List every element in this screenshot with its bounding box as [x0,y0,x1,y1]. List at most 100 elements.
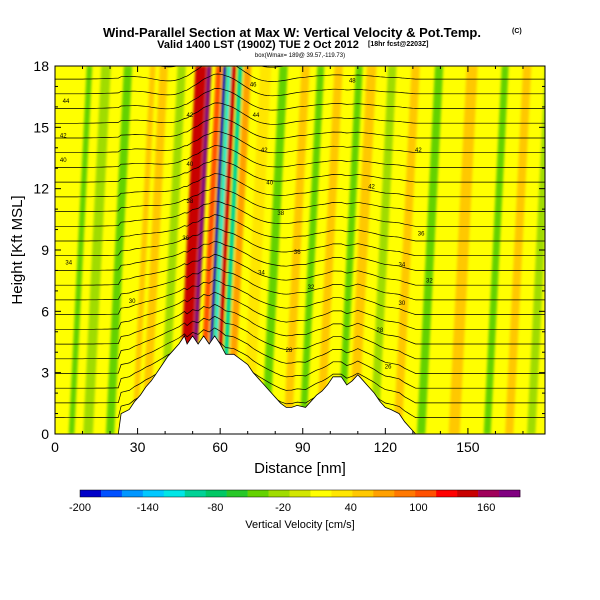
w-band [261,66,288,434]
y-tick-label: 12 [33,181,49,197]
colorbar-swatch [121,490,144,497]
info-line: box(Wmax= 189@ 39.57,-119.73) [255,53,345,59]
y-tick-label: 15 [33,119,49,135]
terrain-layer [55,335,545,434]
colorbar-swatch [163,490,186,497]
contour-label: 46 [250,82,257,88]
w-band [105,66,133,434]
x-tick-label: 30 [130,439,146,455]
colorbar-swatch [415,490,437,497]
colorbar-swatch [331,490,353,497]
contour-label: 30 [399,301,406,307]
contour-label: 42 [261,148,268,154]
x-tick-label: 60 [212,439,228,455]
contour-label: 42 [415,148,422,154]
colorbar-swatch [352,490,374,497]
theta-contour [55,159,545,183]
x-tick-label: 90 [295,439,311,455]
theta-contour [55,116,545,139]
x-axis: 0 30 60 90 120 150 [51,66,524,455]
w-field-bands [68,66,545,434]
x-tick-label: 0 [51,439,59,455]
contour-label: 44 [253,113,260,119]
w-band [348,66,377,434]
colorbar-tick-label: -20 [275,502,291,514]
colorbar-tick-label: 100 [409,502,427,514]
w-band [141,66,168,434]
theta-contour [55,291,545,330]
w-band [483,66,509,434]
theta-contour [55,253,545,286]
theta-contour [55,88,545,111]
contour-label: 38 [187,199,194,205]
colorbar-swatch [100,490,123,497]
contour-label: 32 [426,279,433,285]
w-band [83,66,111,434]
theta-contour [55,66,545,82]
theta-contour [55,131,545,154]
theta-contour [55,315,545,360]
w-band [68,66,93,434]
contour-label: 36 [418,232,425,238]
contour-label: 32 [308,285,315,291]
w-band [527,68,545,434]
contour-label: 26 [385,365,392,371]
theta-contour [55,240,545,271]
w-band [337,66,363,434]
colorbar-swatch [436,490,458,497]
theta-contour [55,266,545,301]
contour-label: 40 [60,158,67,164]
contour-label: 40 [266,181,273,187]
x-tick-label: 150 [456,439,480,455]
contour-label: 48 [349,78,356,84]
colorbar-tick-label: -140 [137,502,159,514]
subtitle-note: [18hr fcst@2203Z] [368,41,429,48]
w-band [448,66,478,434]
contour-label: 34 [258,271,265,277]
w-band [132,66,156,434]
contour-label: 42 [60,134,67,140]
plot-area: 44 42 40 34 30 42 40 36 38 46 44 42 40 38 36 34 32 48 42 42… [55,66,545,434]
colorbar-swatch [373,490,395,497]
colorbar-ticks: -200 -140 -80 -20 40 100 160 [69,502,495,514]
colorbar-swatch [205,490,227,497]
y-axis-label: Height [Kft MSL] [9,195,26,304]
y-tick-label: 18 [33,58,49,74]
y-tick-label: 6 [41,303,49,319]
contour-label: 40 [187,162,194,168]
title-mark: (C) [512,28,522,35]
theta-contour [55,214,545,242]
colorbar-label: Vertical Velocity [cm/s] [245,519,354,531]
y-tick-label: 9 [41,242,49,258]
colorbar-swatch [310,490,332,497]
contour-label: 44 [63,99,70,105]
theta-contour [55,187,545,212]
colorbar-swatch [142,490,165,497]
contour-label: 36 [294,250,301,256]
theta-contour [55,338,545,389]
y-tick-label: 0 [41,426,49,442]
colorbar-swatch [289,490,311,497]
x-tick-label: 120 [374,439,398,455]
colorbar-swatch [478,490,500,497]
w-band [159,66,186,434]
w-band [505,66,532,434]
theta-contour [55,102,545,125]
theta-contour [55,145,545,168]
colorbar-swatch [80,490,102,497]
theta-contour [55,327,545,374]
colorbar-swatch [268,490,290,497]
y-tick-label: 3 [41,365,49,381]
w-band [219,66,243,434]
colorbar-swatch [184,490,207,497]
colorbar-swatch [394,490,416,497]
contour-label: 42 [368,185,375,191]
theta-contour [55,227,545,257]
colorbar-swatch [457,490,479,497]
theta-contour [55,73,545,97]
colorbar-tick-label: -200 [69,502,91,514]
w-band [283,66,310,434]
theta-contour [55,360,545,419]
